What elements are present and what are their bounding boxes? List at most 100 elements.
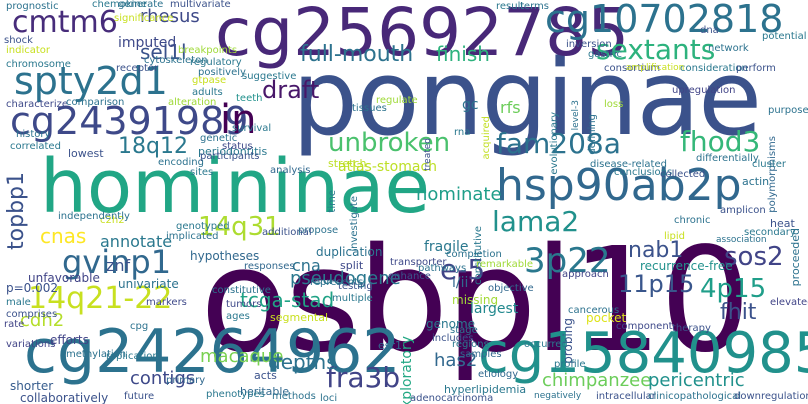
word: periodontitis [198,145,268,158]
word: prognostic [6,1,59,12]
word: indicator [6,45,51,56]
word: osbpl10 [200,216,751,384]
word: univariate [118,277,179,291]
word: 11p15 [618,270,695,298]
word: i/ii [452,275,469,291]
word: imputed [118,35,177,51]
word: propose [298,225,339,236]
word: suggestive [242,71,297,82]
word: teeth [236,93,263,104]
word: gc [462,97,479,113]
word: cna [292,256,321,275]
word: survival [232,123,272,134]
word: ponginae [292,37,762,159]
word: approach [562,269,609,280]
word: cluster [752,159,787,170]
word: pericentric [648,370,745,391]
word: cytoskeleton [144,55,208,66]
word: downregulation [734,391,808,402]
word: 4p15 [700,274,767,304]
word: chronic [674,215,711,226]
word: cnas [40,224,87,248]
word: generate [118,0,164,10]
word: multiple [332,293,373,304]
word: shorter [10,379,54,393]
word: duplication [316,245,383,259]
word: unfavorable [28,271,100,285]
word: completion [446,249,502,260]
word: negatively [534,391,582,401]
word: collaboratively [20,391,109,404]
word: annotate [100,232,173,251]
word: amplicon [720,205,766,216]
word: transporter [390,257,447,268]
word: fhit [720,300,757,325]
word: consortium [604,63,661,74]
word: rhesus [140,6,200,27]
word: unbroken [328,128,451,158]
word: lipid [664,231,686,242]
word: regulate [376,95,418,106]
word: network [708,43,749,54]
word: hypotheses [190,249,260,263]
word: nab1 [628,238,684,263]
word: association [716,235,767,245]
word: analysis [270,165,311,176]
word: primary [166,375,206,386]
word: cg10702818 [545,0,784,41]
word: constitutive [212,285,271,296]
word: implicated [166,231,219,242]
word: enhance [388,271,431,282]
word: gvinp1 [62,243,172,281]
word: znf [106,256,131,275]
word: heat [770,217,795,230]
word: time [327,190,338,213]
word: 14q21-22 [28,281,173,316]
word: stretch [328,157,367,170]
word: variations [6,339,56,350]
word: homininae [40,144,431,230]
word: evolutionary [549,112,560,175]
word: additional [262,227,312,238]
word: loci [320,393,338,404]
word: represents [310,277,364,288]
word: adults [192,87,223,98]
word: cdh2 [20,310,65,331]
word: terms [520,1,549,12]
word: testing [338,281,373,292]
word: nominate [416,184,502,205]
word: 14q31 [198,212,281,242]
word: chimpanzee [542,370,652,391]
word: methods [272,391,316,402]
word: methylation [66,349,127,360]
word: chemokine [92,0,147,10]
word: sextants [596,33,716,66]
word: breakpoints [178,45,238,56]
word: fam208a [496,127,621,160]
word: pathways [418,263,467,274]
word: alteration [168,97,217,108]
word: sel1l [140,40,187,64]
word: male [6,297,31,308]
word: elevated [770,297,808,308]
word: potential [762,31,807,42]
word: draft [262,76,320,104]
word: genome [426,317,476,331]
word: responses [244,261,295,272]
word: fra3b [326,361,401,394]
word: comprises [6,309,58,320]
word: loss [604,99,624,110]
word: cpg [130,321,149,332]
word: rna [454,127,471,138]
word: polymorphisms [767,136,778,213]
word: phenotypes [206,389,265,400]
word: profile [554,359,586,370]
word: stage [450,325,478,336]
word: correlated [10,141,61,152]
word: significance [114,13,174,24]
word: therapy [672,323,711,334]
word: etiology [478,369,519,380]
word: pocket [586,311,627,325]
word: cmtm6 [12,5,118,40]
